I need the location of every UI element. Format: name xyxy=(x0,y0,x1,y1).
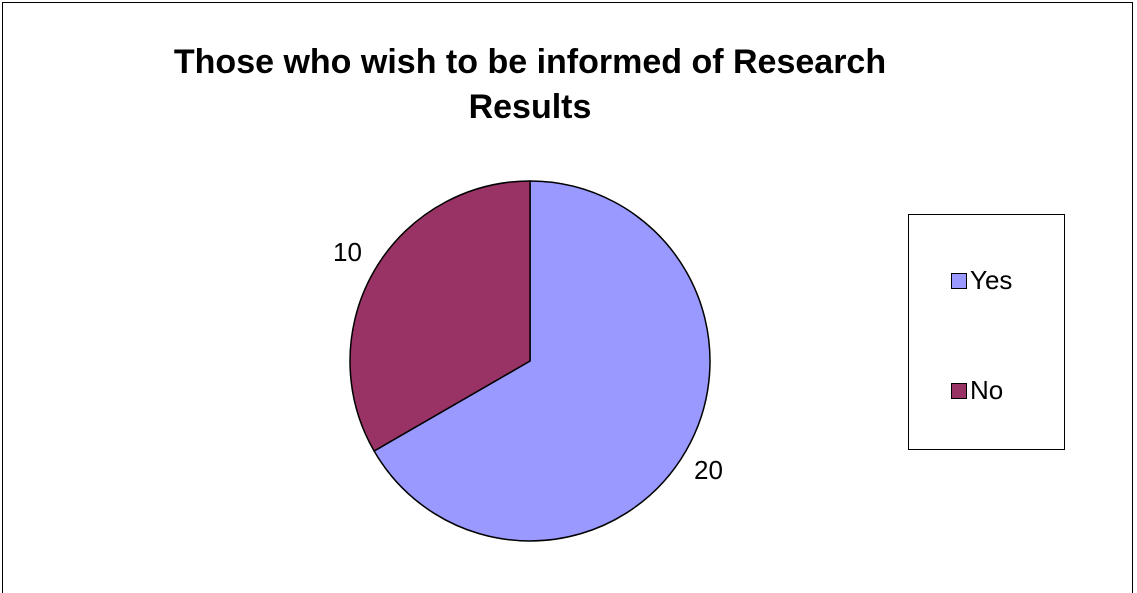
legend-swatch-yes xyxy=(951,272,967,289)
legend-item-no: No xyxy=(951,375,1003,406)
pie-slice-no xyxy=(349,180,531,453)
legend-label-yes: Yes xyxy=(970,265,1013,295)
data-label-yes: 20 xyxy=(694,455,723,485)
legend-swatch-no xyxy=(951,382,967,399)
legend: Yes No xyxy=(908,214,1065,450)
legend-item-yes: Yes xyxy=(951,265,1012,296)
pie-slice-yes xyxy=(373,180,711,542)
legend-label-no: No xyxy=(970,375,1004,405)
data-label-no: 10 xyxy=(333,237,362,267)
chart-title: Those who wish to be informed of Researc… xyxy=(173,43,887,126)
